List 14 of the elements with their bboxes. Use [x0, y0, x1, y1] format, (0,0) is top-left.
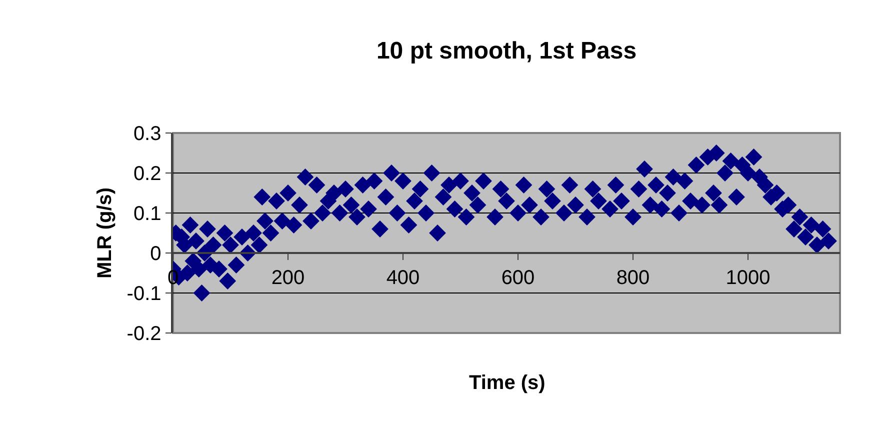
- chart-title: 10 pt smooth, 1st Pass: [376, 37, 637, 64]
- x-tick-label: 1000: [726, 266, 770, 289]
- x-axis-title: Time (s): [469, 372, 546, 394]
- y-tick-label: 0: [150, 243, 162, 265]
- x-tick-label: 200: [271, 266, 305, 289]
- y-tick-label: 0.3: [133, 123, 162, 145]
- y-tick-label: 0.2: [133, 163, 162, 185]
- y-tick-label: -0.2: [126, 323, 162, 345]
- x-tick-label: 800: [616, 266, 650, 289]
- y-tick-label: 0.1: [133, 203, 162, 225]
- x-tick-label: 600: [501, 266, 535, 289]
- y-axis-title: MLR (g/s): [94, 187, 116, 279]
- y-tick-label: -0.1: [126, 283, 162, 305]
- x-tick-label: 400: [386, 266, 420, 289]
